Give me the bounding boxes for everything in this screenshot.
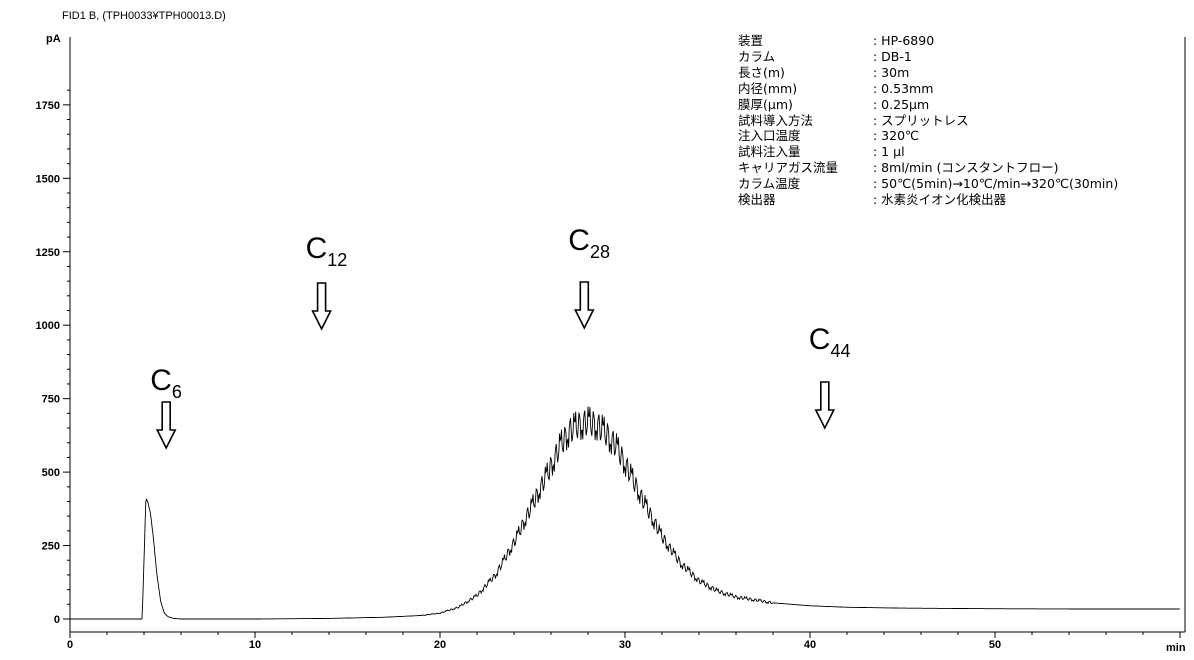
info-row: 膜厚(μm) : 0.25μm [738,97,1118,113]
carbon-marker-label: C44 [809,323,851,361]
info-value: : 水素炎イオン化検出器 [873,192,1007,208]
carbon-markers: C6 C12 C28 C44 [150,224,851,450]
info-key: 注入口温度 [738,128,801,144]
info-key: 長さ(m) [738,64,785,80]
info-value: : HP-6890 [873,33,935,48]
info-key: 検出器 [738,192,776,208]
info-value: : 0.25μm [873,96,930,112]
carbon-marker-label: C28 [568,224,610,262]
x-tick-label: 30 [619,639,631,651]
instrument-conditions: 装置 : HP-6890 カラム : DB-1 長さ(m) : 30m 内径(mm):… [738,33,1118,208]
x-axis-unit: min [1166,642,1186,654]
info-key: 試料導入方法 [738,112,814,128]
info-key: カラム [738,48,776,64]
x-tick-label: 40 [804,639,816,651]
carbon-marker-label: C12 [306,232,348,270]
down-arrow-icon [574,281,595,330]
info-key: 内径(mm) [738,80,798,96]
down-arrow-icon [814,381,836,430]
info-row: 内径(mm) : 0.53mm [738,81,1118,97]
info-row: 装置 : HP-6890 [738,33,1118,49]
down-arrow-icon [311,282,332,331]
info-key: 膜厚(μm) [738,96,793,112]
y-tick-label: 1250 [36,247,60,259]
info-row: カラム : DB-1 [738,49,1118,65]
info-row: キャリアガス流量 : 8ml/min (コンスタントフロー) [738,160,1118,176]
y-axis-unit: pA [46,33,61,45]
signal-line [70,406,1180,620]
carbon-marker-label: C6 [150,364,182,402]
info-value: : 50℃(5min)→10℃/min→320℃(30min) [873,176,1119,192]
info-row: 試料導入方法 : スプリットレス [738,113,1118,129]
signal-header: FID1 B, (TPH0033¥TPH00013.D) [62,10,226,22]
info-value: : スプリットレス [873,112,969,128]
down-arrow-icon [155,401,177,450]
y-tick-label: 1000 [36,320,60,332]
info-value: : 1 μl [873,144,905,160]
info-value: : DB-1 [873,48,912,64]
y-tick-label: 750 [42,394,60,406]
info-key: 試料注入量 [738,144,801,160]
info-value: : 320℃ [873,128,920,144]
y-tick-label: 1500 [36,173,60,185]
x-tick-label: 10 [249,639,261,651]
x-tick-label: 0 [67,639,73,651]
info-value: : 0.53mm [873,80,934,96]
signal-trace [70,406,1180,620]
plot-frame [69,37,1186,633]
info-key: 装置 [738,33,764,48]
x-tick-label: 50 [989,639,1001,651]
info-value: : 30m [873,64,910,80]
info-key: キャリアガス流量 [738,160,839,176]
x-tick-label: 20 [434,639,446,651]
y-tick-label: 250 [42,541,60,553]
y-tick-label: 0 [54,614,60,626]
info-value: : 8ml/min (コンスタントフロー) [873,160,1059,176]
tick-labels: 0 250 500 750 1000 1250 1500 1750 0 10 20 30 40 50 [36,100,1002,651]
info-row: 長さ(m) : 30m [738,65,1118,81]
info-row: 試料注入量 : 1 μl [738,144,1118,160]
y-tick-label: 500 [42,467,60,479]
info-key: カラム温度 [738,176,801,192]
info-row: 検出器 : 水素炎イオン化検出器 [738,192,1118,208]
info-row: カラム温度 : 50℃(5min)→10℃/min→320℃(30min) [738,176,1118,192]
axis-ticks [63,89,1181,638]
info-row: 注入口温度 : 320℃ [738,128,1118,144]
y-tick-label: 1750 [36,100,60,112]
